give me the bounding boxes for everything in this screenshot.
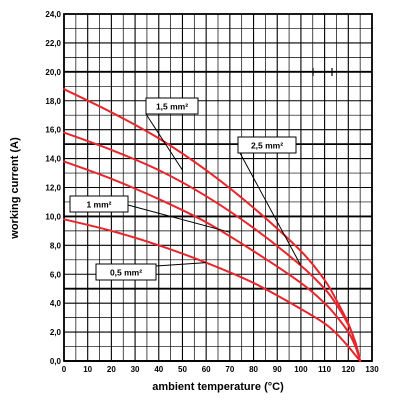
x-tick-label: 40	[154, 365, 163, 374]
x-tick-label: 120	[342, 365, 356, 374]
x-tick-label: 30	[131, 365, 140, 374]
y-tick-label: 0,0	[50, 357, 62, 366]
series-line-3	[63, 160, 362, 362]
x-tick-label: 130	[365, 365, 379, 374]
y-tick-label: 14,0	[45, 155, 61, 164]
x-tick-label: 60	[202, 365, 211, 374]
leader-line	[239, 152, 302, 266]
y-tick-label: 10,0	[45, 212, 61, 221]
x-tick-label: 10	[83, 365, 92, 374]
series-label: 2,5 mm²	[251, 141, 283, 151]
x-tick-label: 90	[273, 365, 282, 374]
x-tick-label: 80	[249, 365, 258, 374]
y-tick-label: 8,0	[50, 241, 62, 250]
series-label: 0,5 mm²	[110, 268, 142, 278]
series-lines	[63, 88, 362, 362]
x-tick-label: 70	[225, 365, 234, 374]
leader-line	[155, 262, 207, 267]
y-tick-label: 4,0	[50, 299, 62, 308]
x-tick-label: 100	[294, 365, 308, 374]
leader-line	[127, 204, 230, 233]
series-label-box	[95, 263, 157, 281]
y-axis-title: working current (A)	[9, 137, 21, 240]
series-line-2	[63, 131, 362, 362]
y-tick-label: 22,0	[45, 39, 61, 48]
x-tick-label: 50	[178, 365, 187, 374]
series-label-box	[237, 136, 297, 154]
y-tick-label: 24,0	[45, 10, 61, 19]
dimension-marker-icon	[312, 68, 333, 76]
y-tick-label: 12,0	[45, 184, 61, 193]
y-tick-label: 6,0	[50, 270, 62, 279]
series-label: 1 mm²	[86, 200, 111, 210]
y-tick-label: 16,0	[45, 126, 61, 135]
x-tick-label: 110	[318, 365, 331, 374]
series-line-4	[63, 218, 362, 362]
x-tick-label: 0	[62, 365, 67, 374]
series-labels: 1,5 mm² 2,5 mm² 1 mm² 0,5 mm²	[69, 97, 302, 281]
leader-line	[145, 113, 183, 171]
plot-frame	[63, 13, 373, 362]
y-tick-label: 18,0	[45, 97, 61, 106]
grid	[63, 13, 373, 362]
x-tick-label: 20	[107, 365, 116, 374]
tick-labels: 0 10 20 30 40 50 60 70 80 90 100 110 120 130 0,0 2,0 4,0…	[45, 10, 379, 374]
series-label: 1,5 mm²	[156, 102, 188, 112]
x-axis-title: ambient temperature (°C)	[152, 381, 284, 393]
series-label-box	[69, 195, 129, 213]
y-tick-label: 20,0	[45, 68, 61, 77]
series-label-box	[145, 97, 199, 115]
y-tick-label: 2,0	[50, 328, 62, 337]
